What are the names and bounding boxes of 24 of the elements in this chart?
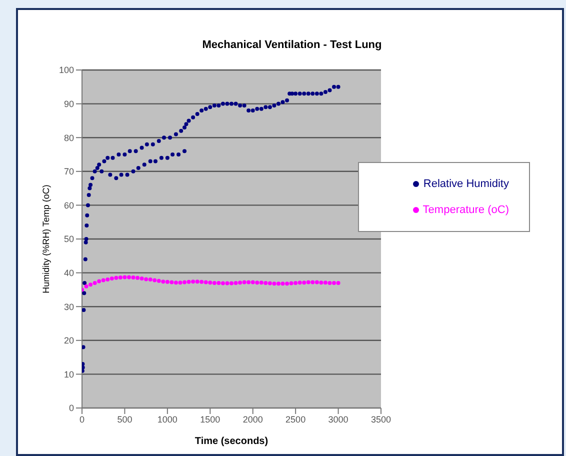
x-tick-label: 1500: [200, 414, 220, 424]
y-tick-label: 100: [58, 65, 74, 76]
x-tick-label: 0: [79, 414, 85, 424]
y-tick-label: 90: [64, 98, 74, 109]
x-tick-label: 2000: [242, 414, 263, 424]
y-tick-label: 30: [64, 302, 74, 312]
x-tick-label: 500: [117, 414, 132, 424]
y-tick-label: 50: [64, 234, 74, 244]
x-tick-label: 3000: [328, 414, 348, 424]
y-tick-label: 20: [64, 336, 74, 346]
y-tick-label: 0: [68, 403, 74, 414]
y-tick-label: 60: [64, 200, 74, 210]
x-tick-label: 1000: [157, 414, 178, 424]
y-tick-label: 10: [64, 369, 74, 380]
chart-title: Mechanical Ventilation - Test Lung: [202, 39, 382, 51]
y-tick-label: 80: [64, 132, 74, 143]
y-tick-label: 40: [64, 268, 74, 278]
y-axis-title: Humidity (%RH) Temp (oC): [41, 184, 52, 294]
legend-label: Relative Humidity: [423, 178, 509, 190]
y-tick-label: 70: [64, 166, 74, 177]
x-tick-label: 3500: [370, 414, 392, 424]
x-axis-title: Time (seconds): [194, 436, 268, 447]
x-tick-label: 2500: [286, 414, 306, 424]
legend-label: Temperature (oC): [422, 204, 509, 216]
